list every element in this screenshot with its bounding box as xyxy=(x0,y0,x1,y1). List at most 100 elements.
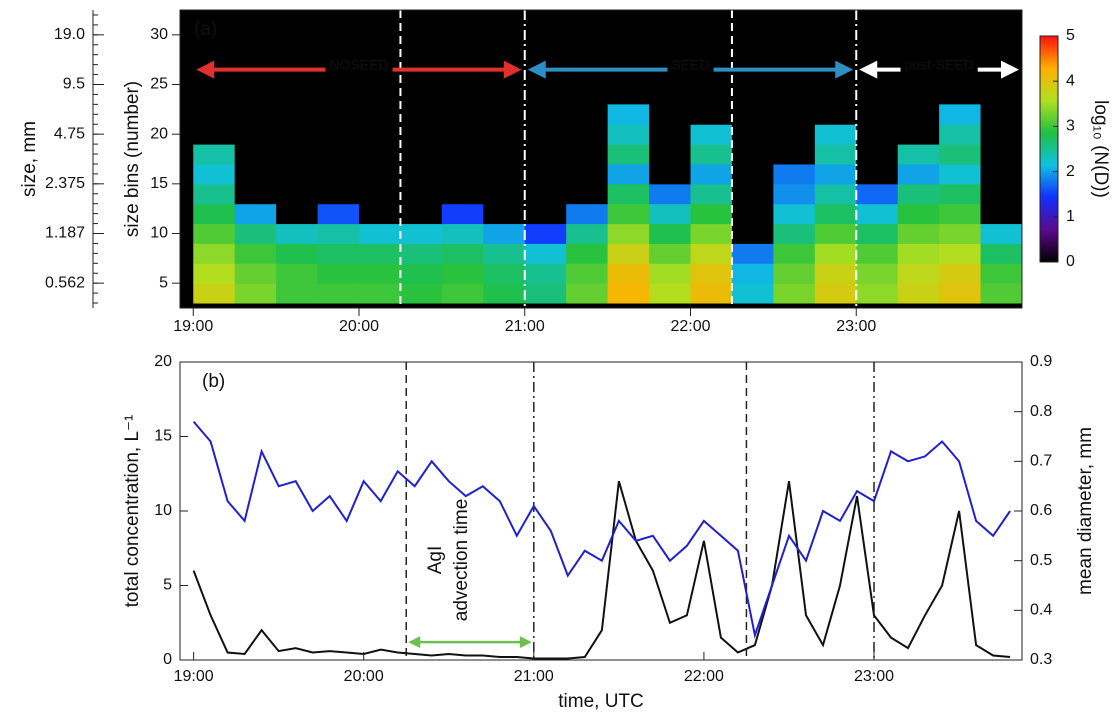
heat-cell xyxy=(773,104,816,125)
heat-cell xyxy=(524,263,567,284)
heat-cell xyxy=(483,183,526,205)
heat-cell xyxy=(897,124,940,145)
x-tick-label: 19:00 xyxy=(174,668,214,685)
heat-cell xyxy=(193,263,236,284)
x-tick-label: 19:00 xyxy=(173,318,213,335)
arrow-head xyxy=(1001,60,1019,79)
heat-cell xyxy=(483,203,526,225)
heat-cell xyxy=(856,243,899,264)
heat-cell xyxy=(731,203,774,225)
heat-cell xyxy=(193,144,236,165)
heat-cell xyxy=(856,144,899,165)
heat-cell xyxy=(524,124,567,145)
x-tick-label: 22:00 xyxy=(670,318,710,335)
annotation: advection time xyxy=(451,499,472,622)
arrow-head xyxy=(527,60,546,79)
x-tick-label: 20:00 xyxy=(344,668,384,685)
heat-cell xyxy=(317,163,360,185)
heat-cell xyxy=(483,243,526,264)
heat-cell xyxy=(234,163,277,185)
heat-cell xyxy=(814,104,857,125)
heat-cell xyxy=(566,104,609,125)
heat-cell xyxy=(276,263,319,284)
y-tick-label: 10 xyxy=(150,225,168,242)
heat-cell xyxy=(400,203,443,225)
heat-cell xyxy=(607,203,650,225)
heat-cell xyxy=(359,183,401,205)
heat-cell xyxy=(441,263,484,284)
y2-axis-label: mean diameter, mm xyxy=(1075,427,1096,595)
heat-cell xyxy=(483,104,526,125)
heat-cell xyxy=(814,203,857,225)
y2-tick-label: 0.8 xyxy=(1030,403,1052,420)
heat-cell xyxy=(690,243,733,264)
heat-cell xyxy=(441,243,484,264)
heat-cell xyxy=(566,163,609,185)
heat-cell xyxy=(441,124,484,145)
y2-tick-label: 0.5 xyxy=(1030,552,1052,569)
heat-cell xyxy=(607,104,650,125)
heat-cell xyxy=(814,144,857,165)
heat-cell xyxy=(317,223,360,244)
annotation: AgI xyxy=(425,546,446,575)
heat-cell xyxy=(649,203,692,225)
size-axis-label: size, mm xyxy=(19,121,40,197)
heat-cell xyxy=(524,104,567,125)
heat-cell xyxy=(483,144,526,165)
heat-cell xyxy=(234,144,277,165)
period-label: post-SEED xyxy=(905,56,974,72)
heat-cell xyxy=(856,263,899,284)
heat-cell xyxy=(400,183,443,205)
heat-cell xyxy=(856,163,899,185)
heat-cell xyxy=(690,124,733,145)
heat-cell xyxy=(649,124,692,145)
heat-cell xyxy=(276,124,319,145)
heat-cell xyxy=(690,223,733,244)
arrow-head xyxy=(408,636,421,649)
heat-cell xyxy=(566,263,609,284)
y2-tick-label: 0.7 xyxy=(1030,453,1052,470)
heat-cell xyxy=(814,163,857,185)
heat-cell xyxy=(193,223,236,244)
heat-cell xyxy=(649,263,692,284)
heat-cell xyxy=(441,163,484,185)
heat-cell xyxy=(234,223,277,244)
heat-cell xyxy=(897,283,940,304)
heat-cell xyxy=(483,124,526,145)
heat-cell xyxy=(690,283,733,304)
heat-cell xyxy=(400,124,443,145)
y-tick-label: 30 xyxy=(150,26,168,43)
heat-cell xyxy=(731,104,774,125)
heat-cell xyxy=(607,144,650,165)
heat-cell xyxy=(276,203,319,225)
heat-cell xyxy=(234,263,277,284)
heat-cell xyxy=(193,183,236,205)
heat-cell xyxy=(897,223,940,244)
heat-cell xyxy=(980,223,1023,244)
colorbar-tick-label: 4 xyxy=(1066,72,1075,89)
heat-cell xyxy=(939,243,982,264)
y-axis-label: size bins (number) xyxy=(122,81,143,237)
x-tick-label: 20:00 xyxy=(339,318,379,335)
heat-cell xyxy=(524,223,567,244)
x-tick-label: 23:00 xyxy=(836,318,876,335)
heat-cell xyxy=(731,183,774,205)
heat-cell xyxy=(359,104,401,125)
heat-cell xyxy=(524,163,567,185)
heat-cell xyxy=(814,283,857,304)
heat-cell xyxy=(400,104,443,125)
label-bg xyxy=(667,56,714,73)
heat-cell xyxy=(980,104,1023,125)
heat-cell xyxy=(276,283,319,304)
heat-cell xyxy=(234,104,277,125)
heat-cell xyxy=(897,243,940,264)
arrow-head xyxy=(503,60,522,79)
heat-cell xyxy=(400,243,443,264)
heat-cell xyxy=(649,163,692,185)
heat-cell xyxy=(980,263,1023,284)
heat-cell xyxy=(773,283,816,304)
heat-cell xyxy=(234,243,277,264)
y-tick-label: 0 xyxy=(163,651,172,668)
heat-cell xyxy=(566,203,609,225)
colorbar-tick-label: 3 xyxy=(1066,118,1075,135)
